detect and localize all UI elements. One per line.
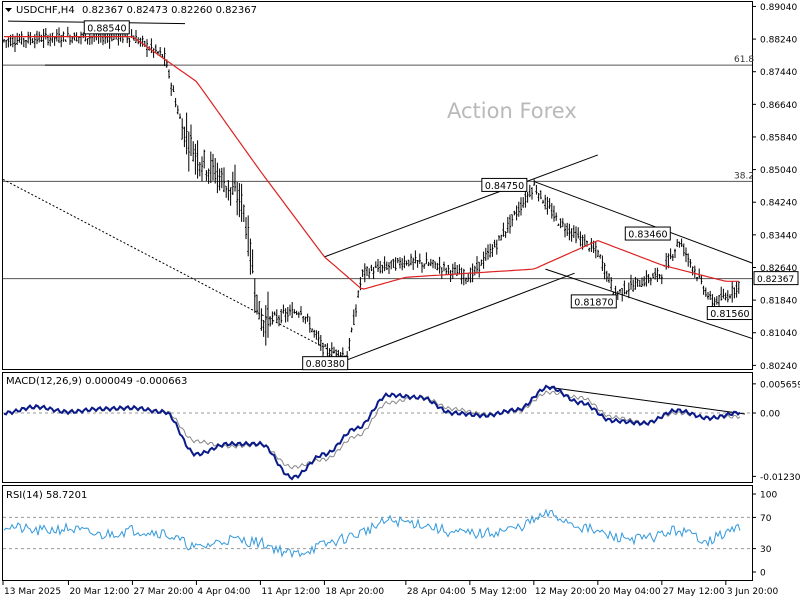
rsi-panel bbox=[2, 485, 753, 581]
price-annotation: 0.84750 bbox=[485, 181, 524, 192]
price-axis-label: 0.82640 bbox=[760, 264, 797, 274]
current-price-box bbox=[753, 271, 799, 286]
price-axis-label: 0.80240 bbox=[760, 362, 797, 372]
symbol-label: USDCHF,H4 bbox=[16, 5, 75, 16]
price-axis-label: 0.83440 bbox=[760, 231, 797, 241]
time-axis-label: 13 Mar 2025 bbox=[4, 587, 61, 597]
time-axis-label: 5 May 12:00 bbox=[471, 587, 527, 597]
price-axis-label: 0.84240 bbox=[760, 199, 797, 209]
rising-channel-top bbox=[324, 154, 599, 258]
time-axis-label: 4 Apr 04:00 bbox=[197, 587, 250, 597]
sma-line bbox=[4, 36, 739, 290]
macd-axis-label: 0.00 bbox=[760, 410, 780, 420]
rsi-axis-label: 0 bbox=[760, 569, 766, 579]
price-annotation: 0.88540 bbox=[87, 23, 126, 34]
price-annotation-box bbox=[706, 306, 753, 321]
grid-layer bbox=[3, 64, 752, 550]
macd-panel bbox=[2, 372, 753, 483]
macd-title: MACD(12,26,9) 0.000049 -0.000663 bbox=[6, 376, 187, 387]
indicator-lines bbox=[3, 384, 741, 559]
falling-channel-bottom bbox=[545, 268, 753, 339]
price-annotation: 0.80380 bbox=[306, 359, 345, 370]
price-annotation-box bbox=[624, 226, 671, 241]
watermark: Action Forex bbox=[447, 99, 577, 123]
price-axis-label: 0.87440 bbox=[760, 68, 797, 78]
time-axis-label: 27 May 12:00 bbox=[663, 587, 725, 597]
rising-channel-bottom bbox=[347, 272, 575, 361]
rsi-line bbox=[3, 508, 741, 559]
price-annotation: 0.81560 bbox=[710, 309, 749, 320]
candles bbox=[3, 25, 740, 365]
time-axis-label: 11 Apr 12:00 bbox=[261, 587, 320, 597]
rsi-axis-label: 30 bbox=[760, 545, 772, 555]
price-annotation: 0.81870 bbox=[574, 297, 613, 308]
time-axis-label: 20 May 04:00 bbox=[599, 587, 661, 597]
dotted-trendline bbox=[2, 178, 348, 361]
current-price-label: 0.82367 bbox=[757, 275, 794, 285]
trend-lines bbox=[2, 20, 753, 415]
sma-line bbox=[4, 36, 739, 290]
price-annotation-box bbox=[570, 294, 617, 309]
price-axis-label: 0.85040 bbox=[760, 166, 797, 176]
ohlc-values: 0.82367 0.82473 0.82260 0.82367 bbox=[82, 5, 257, 16]
price-annotation-box bbox=[302, 356, 349, 371]
macd-signal-line bbox=[3, 390, 741, 470]
price-annotation: 0.83460 bbox=[628, 230, 667, 241]
macd-trendline bbox=[548, 386, 746, 415]
rsi-axis-label: 100 bbox=[760, 491, 777, 501]
price-axis-label: 0.88240 bbox=[760, 36, 797, 46]
price-axis-label: 0.86640 bbox=[760, 101, 797, 111]
rsi-axis-label: 70 bbox=[760, 514, 772, 524]
price-axis-label: 0.89040 bbox=[760, 3, 797, 13]
falling-channel-top bbox=[533, 180, 753, 264]
price-axis-label: 0.85840 bbox=[760, 133, 797, 143]
time-axis-label: 20 Mar 12:00 bbox=[69, 587, 129, 597]
time-axis-label: 18 Apr 20:00 bbox=[325, 587, 384, 597]
price-annotation-box bbox=[481, 177, 528, 192]
time-axis-label: 27 Mar 20:00 bbox=[133, 587, 193, 597]
price-axis-label: 0.81040 bbox=[760, 329, 797, 339]
macd-axis-label: 0.005659 bbox=[760, 380, 800, 390]
main-panel bbox=[2, 1, 753, 370]
price-annotation-box bbox=[83, 20, 130, 35]
labels: 0.89040 0.88240 0.87440 0.86640 0.85840 0.850… bbox=[2, 3, 800, 597]
time-axis-label: 3 Jun 20:00 bbox=[727, 587, 779, 597]
rsi-title: RSI(14) 58.7201 bbox=[6, 490, 87, 501]
fib-label: 38.2 bbox=[734, 171, 754, 181]
price-axis-label: 0.81840 bbox=[760, 297, 797, 307]
time-axis-label: 12 May 20:00 bbox=[535, 587, 597, 597]
collapse-triangle-icon[interactable] bbox=[5, 8, 12, 12]
fib-label: 61.8 bbox=[734, 55, 754, 65]
macd-line bbox=[3, 384, 741, 481]
time-axis-label: 28 Apr 04:00 bbox=[407, 587, 466, 597]
